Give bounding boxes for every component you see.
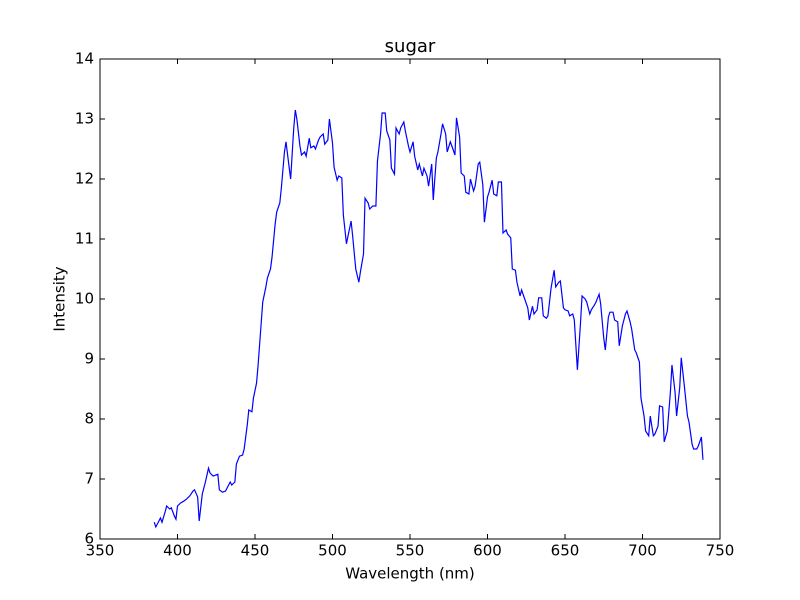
y-tick-label: 7 [84, 470, 94, 488]
y-tick-label: 11 [75, 230, 94, 248]
x-tick-label: 600 [473, 542, 502, 560]
x-tick-label: 750 [706, 542, 735, 560]
x-tick-label: 550 [396, 542, 425, 560]
y-tick-label: 12 [75, 170, 94, 188]
x-tick-label: 700 [628, 542, 657, 560]
y-tick-label: 8 [84, 410, 94, 428]
y-tick-label: 9 [84, 350, 94, 368]
x-tick-label: 350 [86, 542, 115, 560]
x-tick-label: 500 [318, 542, 347, 560]
data-line [153, 109, 704, 529]
y-tick-label: 10 [75, 290, 94, 308]
x-tick-label: 650 [551, 542, 580, 560]
y-tick-label: 14 [75, 50, 94, 68]
y-axis-label: Intensity [51, 266, 69, 331]
y-tick-label: 13 [75, 110, 94, 128]
x-tick-label: 450 [241, 542, 270, 560]
x-tick-label: 400 [163, 542, 192, 560]
chart-title: sugar [385, 36, 436, 57]
y-tick-label: 6 [84, 530, 94, 548]
x-axis-label: Wavelength (nm) [345, 565, 475, 583]
